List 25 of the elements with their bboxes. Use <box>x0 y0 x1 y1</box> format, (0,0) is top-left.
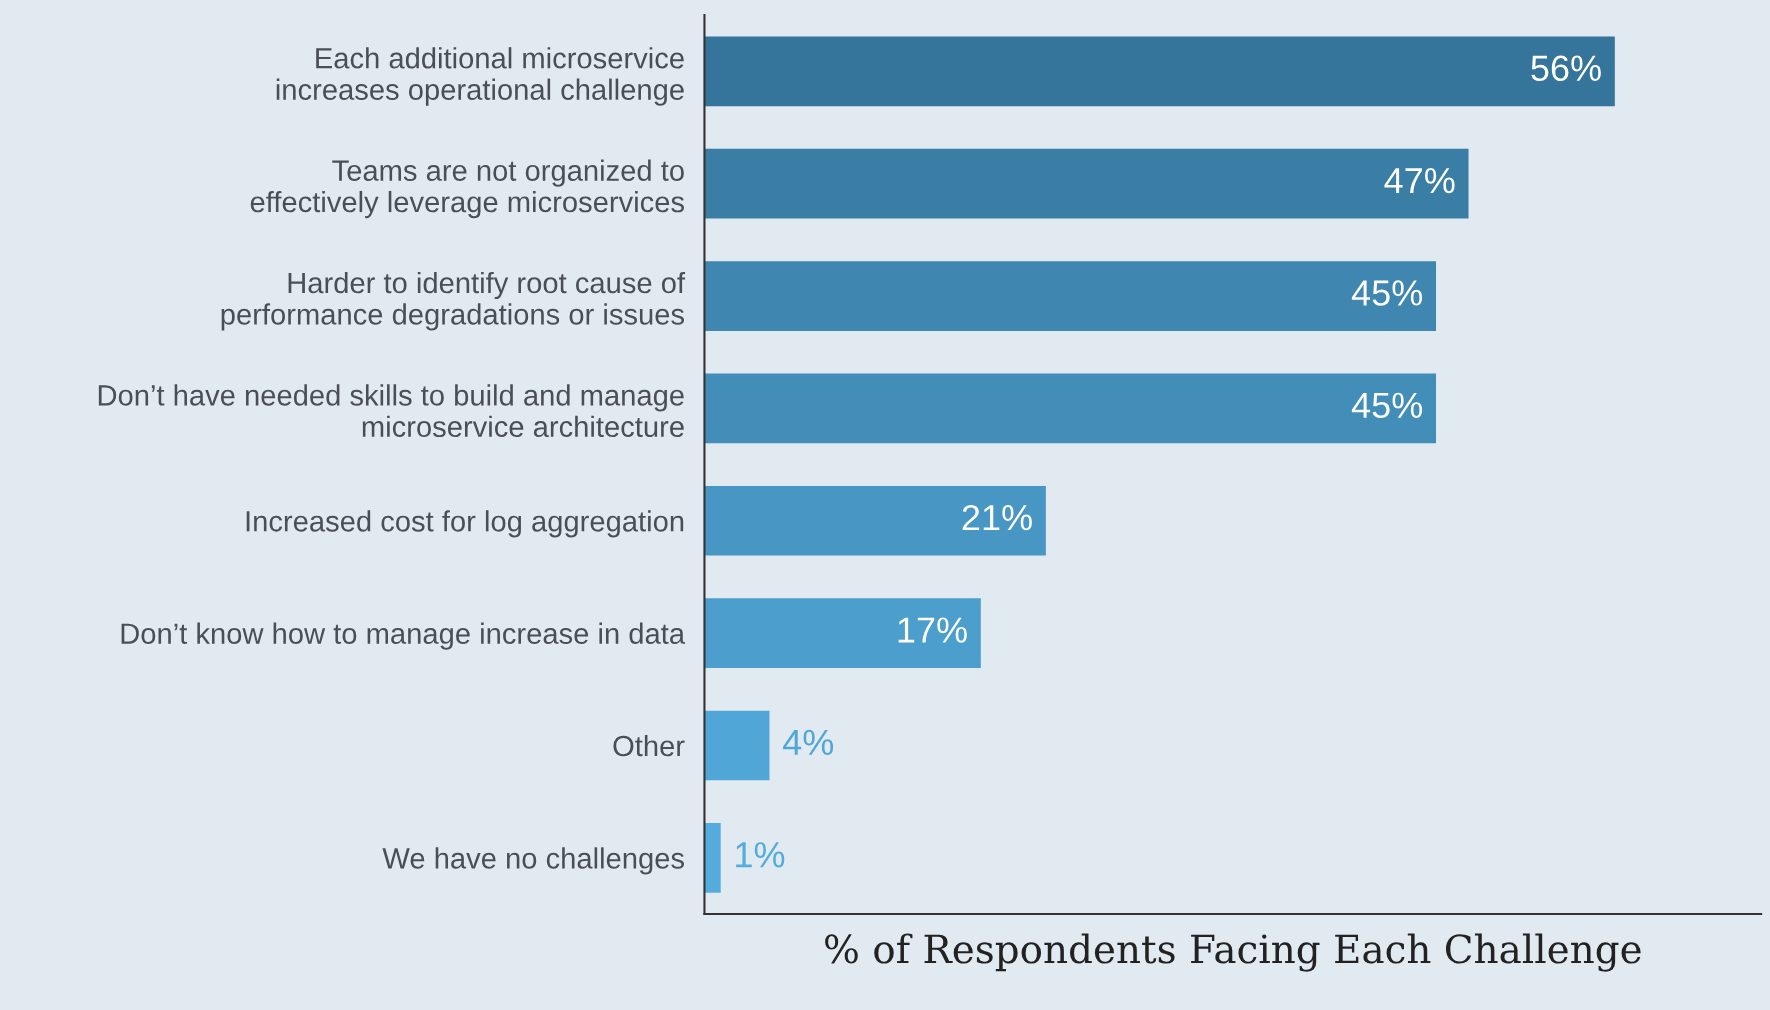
bar <box>704 485 1046 556</box>
y-tick-label: Harder to identify root cause of performance degradations or issues <box>221 271 686 331</box>
data-label: 45% <box>1351 280 1423 306</box>
bar <box>704 261 1437 331</box>
data-label: 21% <box>962 504 1032 531</box>
y-tick-label: Each additional microservice increases operational challenge <box>276 47 684 106</box>
bar <box>704 36 1615 107</box>
y-tick-label: Teams are not organized to effectively leverage microservices <box>250 159 684 219</box>
bar <box>704 823 721 893</box>
y-tick-label: Increased cost for log aggregation <box>246 510 684 538</box>
x-axis-title: % of Respondents Facing Each Challenge <box>825 933 1641 972</box>
bar <box>704 598 981 668</box>
y-tick-label: Don’t have needed skills to build and manage microservice architecture <box>98 384 684 438</box>
data-label: 47% <box>1384 167 1455 194</box>
y-tick-label: Other <box>613 734 685 757</box>
data-label: 4% <box>783 729 834 756</box>
bar <box>704 710 770 781</box>
bar <box>704 148 1469 219</box>
data-label: 1% <box>736 842 785 868</box>
data-label: 17% <box>898 617 967 643</box>
bar <box>704 373 1437 444</box>
y-tick-label: We have no challenges <box>382 847 684 875</box>
data-label: 45% <box>1351 392 1423 419</box>
y-tick-label: Don’t know how to manage increase in data <box>121 622 686 650</box>
data-label: 56% <box>1531 55 1601 82</box>
